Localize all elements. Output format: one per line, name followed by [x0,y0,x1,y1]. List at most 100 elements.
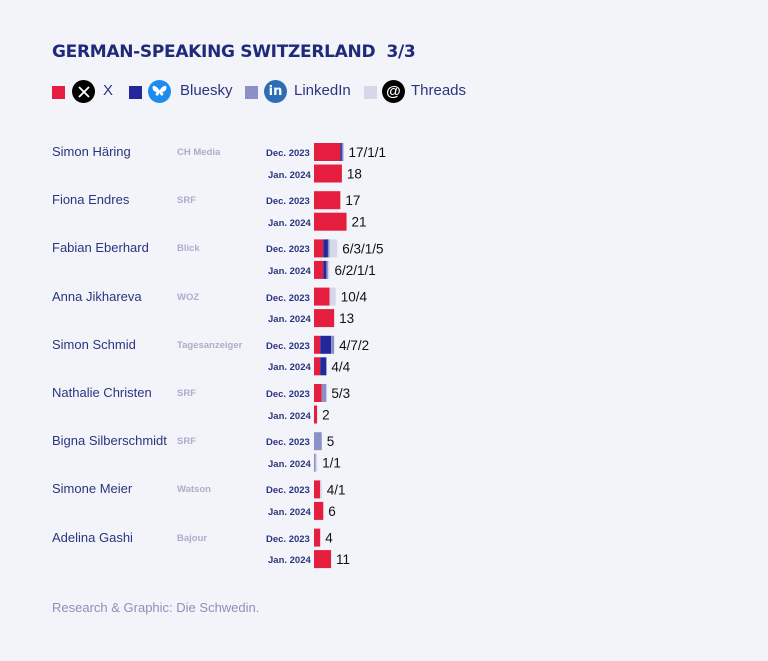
bluesky-butterfly-icon [148,80,171,103]
bar-value-label: 2 [322,408,330,423]
credit-line: Research & Graphic: Die Schwedin. [52,600,260,615]
person-name-simon-schmid: Simon Schmid [52,336,136,352]
bar-value-label: 18 [347,167,362,182]
bar-segment-x [314,239,324,258]
bar-segment-linkedin [327,239,330,258]
bar-segment-x [314,501,324,520]
person-name-adelina-gashi: Adelina Gashi [52,529,133,545]
person-name-nathalie-christen: Nathalie Christen [52,385,152,400]
bar-segment-x [314,480,321,499]
outlet-anna-jikhareva: WOZ [177,291,200,303]
bar-value-label: 4 [325,531,333,546]
outlet-nathalie-christen: SRF [177,388,196,399]
person-name-fiona-endres: Fiona Endres [52,192,130,208]
bar-segment-bluesky [320,357,327,376]
period-label: Jan. 2024 [268,410,311,422]
bar-value-label: 11 [336,552,350,567]
period-label: Jan. 2024 [268,265,311,277]
legend-label-x: X [103,82,114,99]
person-name-simone-meier: Simone Meier [52,481,133,497]
person-name-fabian-eberhard: Fabian Eberhard [52,240,149,256]
chart-title: GERMAN-SPEAKING SWITZERLAND 3/3 [52,42,416,62]
bar-segment-linkedin [314,453,316,472]
period-label: Jan. 2024 [268,362,311,374]
bar-segment-x [314,260,324,279]
bar-segment-x [314,405,318,424]
period-label: Jan. 2024 [268,555,311,567]
bar-segment-x [314,143,341,161]
bar-segment-x [314,287,330,306]
period-label: Dec. 2023 [266,292,310,304]
person-name-simon-h-ring: Simon Häring [52,144,131,159]
legend-label-linkedin: LinkedIn [294,82,351,99]
bar-value-label: 21 [352,215,367,230]
bar-segment-linkedin [331,335,335,354]
bar-segment-x [314,335,321,354]
legend-swatch-x [52,86,65,99]
bar-value-label: 10/4 [341,290,368,305]
legend-swatch-linkedin [245,86,258,99]
bar-segment-threads [329,287,336,306]
bar-value-label: 4/4 [331,359,350,374]
bar-segment-x [314,164,342,183]
bar-segment-x [314,384,322,402]
period-label: Dec. 2023 [266,340,310,352]
legend-label-threads: Threads [411,82,467,99]
bar-segment-x [314,212,347,231]
legend-swatch-threads [364,86,377,99]
bar-segment-bluesky [323,260,327,279]
bar-value-label: 6/3/1/5 [342,241,383,256]
bar-segment-linkedin [341,143,344,161]
threads-icon: @ [382,80,405,103]
bar-segment-threads [329,239,338,258]
period-label: Jan. 2024 [268,169,311,181]
outlet-simon-schmid: Tagesanzeiger [177,339,243,351]
outlet-simon-h-ring: CH Media [177,147,221,158]
period-label: Jan. 2024 [268,458,311,470]
bar-segment-bluesky [323,239,328,258]
bar-value-label: 1/1 [322,456,341,471]
period-label: Dec. 2023 [266,485,310,497]
outlet-adelina-gashi: Bajour [177,532,208,544]
bar-value-label: 17/1/1 [348,145,386,160]
period-label: Dec. 2023 [266,244,310,256]
period-label: Dec. 2023 [266,196,310,208]
bar-segment-x [314,528,321,547]
outlet-fiona-endres: SRF [177,195,196,207]
bar-segment-bluesky [340,143,342,161]
bar-value-label: 5/3 [331,386,350,401]
bar-segment-linkedin [321,384,327,402]
bar-segment-x [314,357,321,376]
period-label: Dec. 2023 [266,148,310,159]
period-label: Jan. 2024 [268,217,311,229]
person-name-bigna-silberschmidt: Bigna Silberschmidt [52,433,167,449]
bar-segment-bluesky [320,335,332,354]
bar-segment-x [314,550,332,569]
x-logo-icon [72,80,95,103]
outlet-fabian-eberhard: Blick [177,243,200,255]
bar-segment-threads [315,453,318,472]
bar-segment-threads [320,480,322,499]
bar-value-label: 4/7/2 [339,338,369,353]
period-label: Dec. 2023 [266,389,310,400]
outlet-simone-meier: Watson [177,484,211,496]
legend-label-bluesky: Bluesky [180,82,233,99]
bar-segment-linkedin [326,260,328,279]
person-name-anna-jikhareva: Anna Jikhareva [52,288,142,304]
bar-segment-threads [327,260,330,279]
bar-value-label: 17 [345,193,360,208]
linkedin-icon: in [264,80,287,103]
legend-swatch-bluesky [129,86,142,99]
period-label: Jan. 2024 [268,314,311,326]
bar-value-label: 5 [327,434,335,449]
period-label: Dec. 2023 [266,437,310,449]
bar-value-label: 13 [339,311,354,326]
outlet-bigna-silberschmidt: SRF [177,436,196,448]
period-label: Dec. 2023 [266,533,310,545]
period-label: Jan. 2024 [268,506,311,518]
bar-segment-x [314,191,341,210]
bar-segment-linkedin [314,432,322,451]
bar-segment-x [314,309,335,328]
